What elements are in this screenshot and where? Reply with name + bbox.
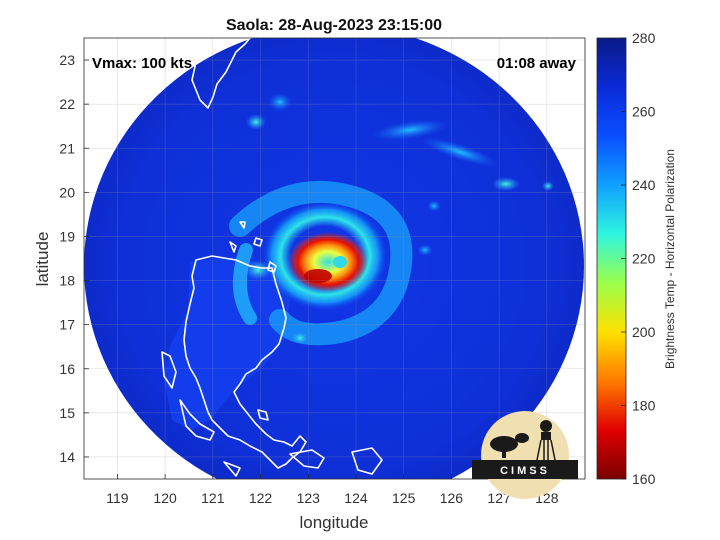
- y-tick-label: 23: [59, 52, 75, 68]
- y-tick-label: 17: [59, 317, 75, 333]
- cimss-logo: CIMSS: [472, 411, 578, 499]
- convective-cell-a: [427, 200, 441, 212]
- x-tick-label: 124: [344, 490, 368, 506]
- coastlines: [161, 38, 383, 477]
- logo-text: CIMSS: [500, 465, 550, 477]
- colorbar-tick-label: 180: [632, 398, 656, 414]
- colorbar-tick-label: 260: [632, 104, 656, 120]
- x-tick-label: 126: [440, 490, 464, 506]
- colorbar-ticks: 280 260 240 220 200 180 160: [621, 30, 656, 487]
- taiwan-west-coast: [167, 38, 183, 67]
- colorbar-label: Brightness Temp - Horizontal Polarizatio…: [663, 149, 677, 369]
- water-tower-icon: [541, 432, 551, 440]
- x-axis-label: longitude: [299, 513, 368, 532]
- catanduanes-island: [257, 409, 269, 421]
- southern-cell: [292, 332, 308, 344]
- logo-disk: [481, 411, 569, 499]
- vmax-label: Vmax: 100 kts: [92, 55, 192, 72]
- colorbar-tick-label: 200: [632, 324, 656, 340]
- colorbar-tick-label: 240: [632, 177, 656, 193]
- rainband-north: [372, 119, 448, 141]
- y-tick-label: 16: [59, 361, 75, 377]
- samar-east-coast: [351, 447, 383, 475]
- time-away-label: 01:08 away: [497, 55, 577, 72]
- y-tick-label: 18: [59, 273, 75, 289]
- taiwan-south-coast: [191, 38, 251, 109]
- y-tick-label: 20: [59, 184, 75, 200]
- y-tick-label: 22: [59, 96, 75, 112]
- inner-spiral-band: [229, 180, 413, 346]
- samar-coast: [289, 449, 325, 469]
- storm-eye: [333, 256, 347, 268]
- x-tick-label: 122: [249, 490, 273, 506]
- colorbar-tick-label: 160: [632, 471, 656, 487]
- y-tick-label: 14: [59, 449, 75, 465]
- x-tick-label: 120: [153, 490, 177, 506]
- rainband-north-cell: [268, 93, 292, 111]
- colorbar-tick-label: 220: [632, 251, 656, 267]
- coldest-cloud-top: [304, 269, 332, 283]
- batanes-island: [239, 221, 246, 229]
- x-tick-label: 119: [106, 490, 129, 506]
- babuyan-island-a: [229, 241, 237, 253]
- marinduque-island: [223, 461, 241, 477]
- x-tick-label: 121: [201, 490, 225, 506]
- convective-cell-b: [417, 244, 433, 256]
- manila-bay-coast: [179, 399, 215, 441]
- luzon-coast: [183, 255, 307, 469]
- colorbar-tick-label: 280: [632, 30, 656, 46]
- grid-lines: [84, 38, 585, 479]
- y-tick-label: 21: [59, 140, 75, 156]
- luzon-west-bay: [161, 351, 177, 389]
- x-tick-label: 125: [392, 490, 416, 506]
- mindoro-coast: [175, 459, 187, 471]
- x-axis: 119 120 121 122 123 124 125 126 127 128: [106, 474, 559, 506]
- y-tick-label: 15: [59, 405, 75, 421]
- y-axis-label: latitude: [33, 232, 52, 287]
- figure-title: Saola: 28-Aug-2023 23:15:00: [226, 17, 442, 34]
- babuyan-island-b: [253, 237, 263, 247]
- logo-banner: [472, 460, 578, 479]
- y-tick-label: 19: [59, 228, 75, 244]
- plot-area: [84, 38, 585, 479]
- x-tick-label: 123: [297, 490, 321, 506]
- rainband-east-small-cell: [542, 181, 554, 191]
- axes-frame: [83, 37, 586, 480]
- rainband-east-cell: [492, 177, 520, 191]
- land-warm-region: [164, 256, 290, 430]
- rainband-northwest-cell: [246, 114, 266, 130]
- y-axis: 14 15 16 17 18 19 20 21 22 23: [59, 52, 89, 465]
- brightness-temperature-swath: [84, 38, 584, 479]
- western-feeder-band: [232, 243, 257, 325]
- rainband-northeast: [421, 137, 499, 167]
